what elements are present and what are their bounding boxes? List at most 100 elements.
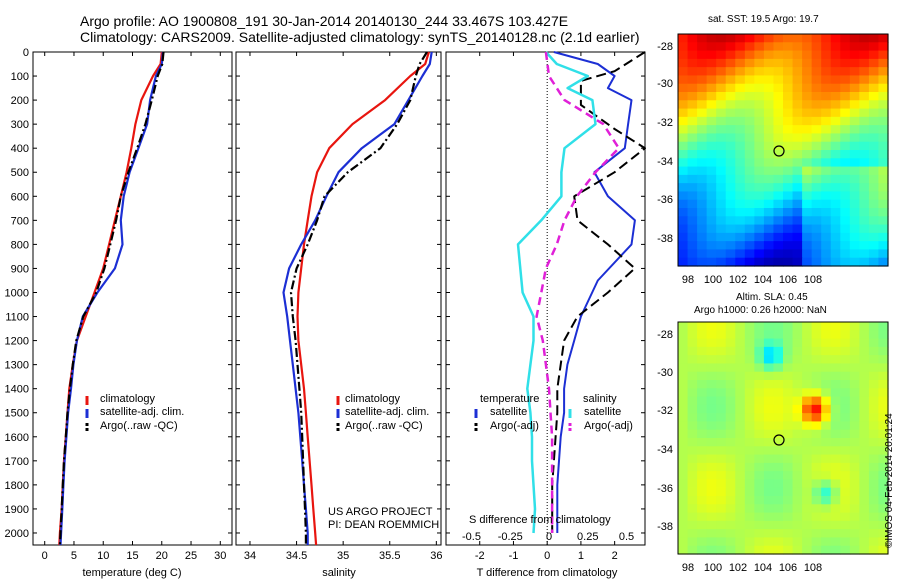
map-cell xyxy=(773,322,784,331)
map-cell xyxy=(878,371,889,381)
map-cell xyxy=(754,421,765,431)
map-cell xyxy=(859,34,870,43)
map-cell xyxy=(687,454,698,464)
x-tick-label: 34 xyxy=(244,550,256,562)
map-cell xyxy=(821,249,832,259)
depth-tick-label: 1400 xyxy=(5,384,29,396)
map-cell xyxy=(687,257,698,267)
diff-legend-temp-sat: satellite xyxy=(490,406,528,418)
map-cell xyxy=(811,174,822,184)
map-cell xyxy=(754,471,765,481)
map-cell xyxy=(878,537,889,547)
map-cell xyxy=(830,191,841,201)
map-cell xyxy=(754,216,765,226)
sst-lon-label: 98 xyxy=(682,274,694,286)
sst-lon-label: 106 xyxy=(779,274,797,286)
map-cell xyxy=(744,183,755,193)
map-cell xyxy=(859,479,870,489)
map-cell xyxy=(697,58,708,68)
map-cell xyxy=(687,487,698,497)
map-cell xyxy=(735,429,746,439)
map-cell xyxy=(716,216,727,226)
map-cell xyxy=(706,388,717,398)
map-cell xyxy=(754,413,765,423)
map-cell xyxy=(811,496,822,505)
map-cell xyxy=(697,191,708,201)
map-cell xyxy=(868,512,880,522)
map-cell xyxy=(830,438,841,447)
map-cell xyxy=(849,183,860,193)
map-cell xyxy=(830,92,841,101)
map-cell xyxy=(792,241,803,251)
map-cell xyxy=(735,150,746,159)
map-cell xyxy=(763,83,775,93)
map-cell xyxy=(830,125,841,135)
map-cell xyxy=(744,438,755,447)
map-cell xyxy=(802,174,813,184)
map-cell xyxy=(783,429,794,439)
map-cell xyxy=(754,429,765,439)
map-cell xyxy=(802,520,813,530)
map-cell xyxy=(792,158,803,168)
map-cell xyxy=(821,183,832,193)
map-cell xyxy=(763,257,775,267)
map-cell xyxy=(792,520,803,530)
sla-map-title-1: Altim. SLA: 0.45 xyxy=(736,292,808,303)
map-cell xyxy=(849,512,860,522)
x-tick-label: 0 xyxy=(544,550,550,562)
map-cell xyxy=(735,67,746,77)
map-cell xyxy=(735,50,746,60)
map-cell xyxy=(706,208,717,217)
map-cell xyxy=(763,396,775,406)
map-cell xyxy=(802,241,813,251)
map-cell xyxy=(878,249,889,259)
map-cell xyxy=(754,199,765,209)
map-cell xyxy=(763,133,775,143)
s-diff-tick-label: 0.5 xyxy=(619,531,634,543)
map-cell xyxy=(697,133,708,143)
map-cell xyxy=(763,150,775,159)
map-cell xyxy=(735,512,746,522)
map-cell xyxy=(744,404,755,414)
map-cell xyxy=(802,338,813,348)
map-cell xyxy=(840,421,851,431)
map-cell xyxy=(687,83,698,93)
map-cell xyxy=(859,249,870,259)
map-cell xyxy=(735,462,746,472)
map-cell xyxy=(792,429,803,439)
sal-line-argo xyxy=(289,51,428,545)
map-cell xyxy=(744,75,755,85)
map-cell xyxy=(783,100,794,110)
map-cell xyxy=(763,429,775,439)
map-cell xyxy=(802,208,813,217)
map-cell xyxy=(716,355,727,365)
map-cell xyxy=(716,100,727,110)
map-cell xyxy=(783,199,794,209)
map-frame xyxy=(677,321,889,555)
map-cell xyxy=(811,50,822,60)
map-cell xyxy=(868,208,880,217)
map-cell xyxy=(697,487,708,497)
map-cell xyxy=(697,216,708,226)
map-cell xyxy=(773,166,784,176)
map-cell xyxy=(859,232,870,242)
map-cell xyxy=(792,183,803,193)
map-cell xyxy=(697,100,708,110)
map-cell xyxy=(735,537,746,547)
map-cell xyxy=(697,537,708,547)
map-cell xyxy=(716,199,727,209)
temp-legend-climatology: climatology xyxy=(100,393,156,405)
map-cell xyxy=(716,429,727,439)
map-cell xyxy=(763,438,775,447)
map-cell xyxy=(849,75,860,85)
sal-line-climatology xyxy=(296,51,430,546)
map-cell xyxy=(792,330,803,340)
map-cell xyxy=(716,141,727,151)
map-cell xyxy=(735,322,746,331)
map-cell xyxy=(849,208,860,217)
map-cell xyxy=(716,479,727,489)
map-cell xyxy=(868,338,880,348)
map-cell xyxy=(687,471,698,481)
map-cell xyxy=(754,487,765,497)
map-cell xyxy=(678,183,689,193)
